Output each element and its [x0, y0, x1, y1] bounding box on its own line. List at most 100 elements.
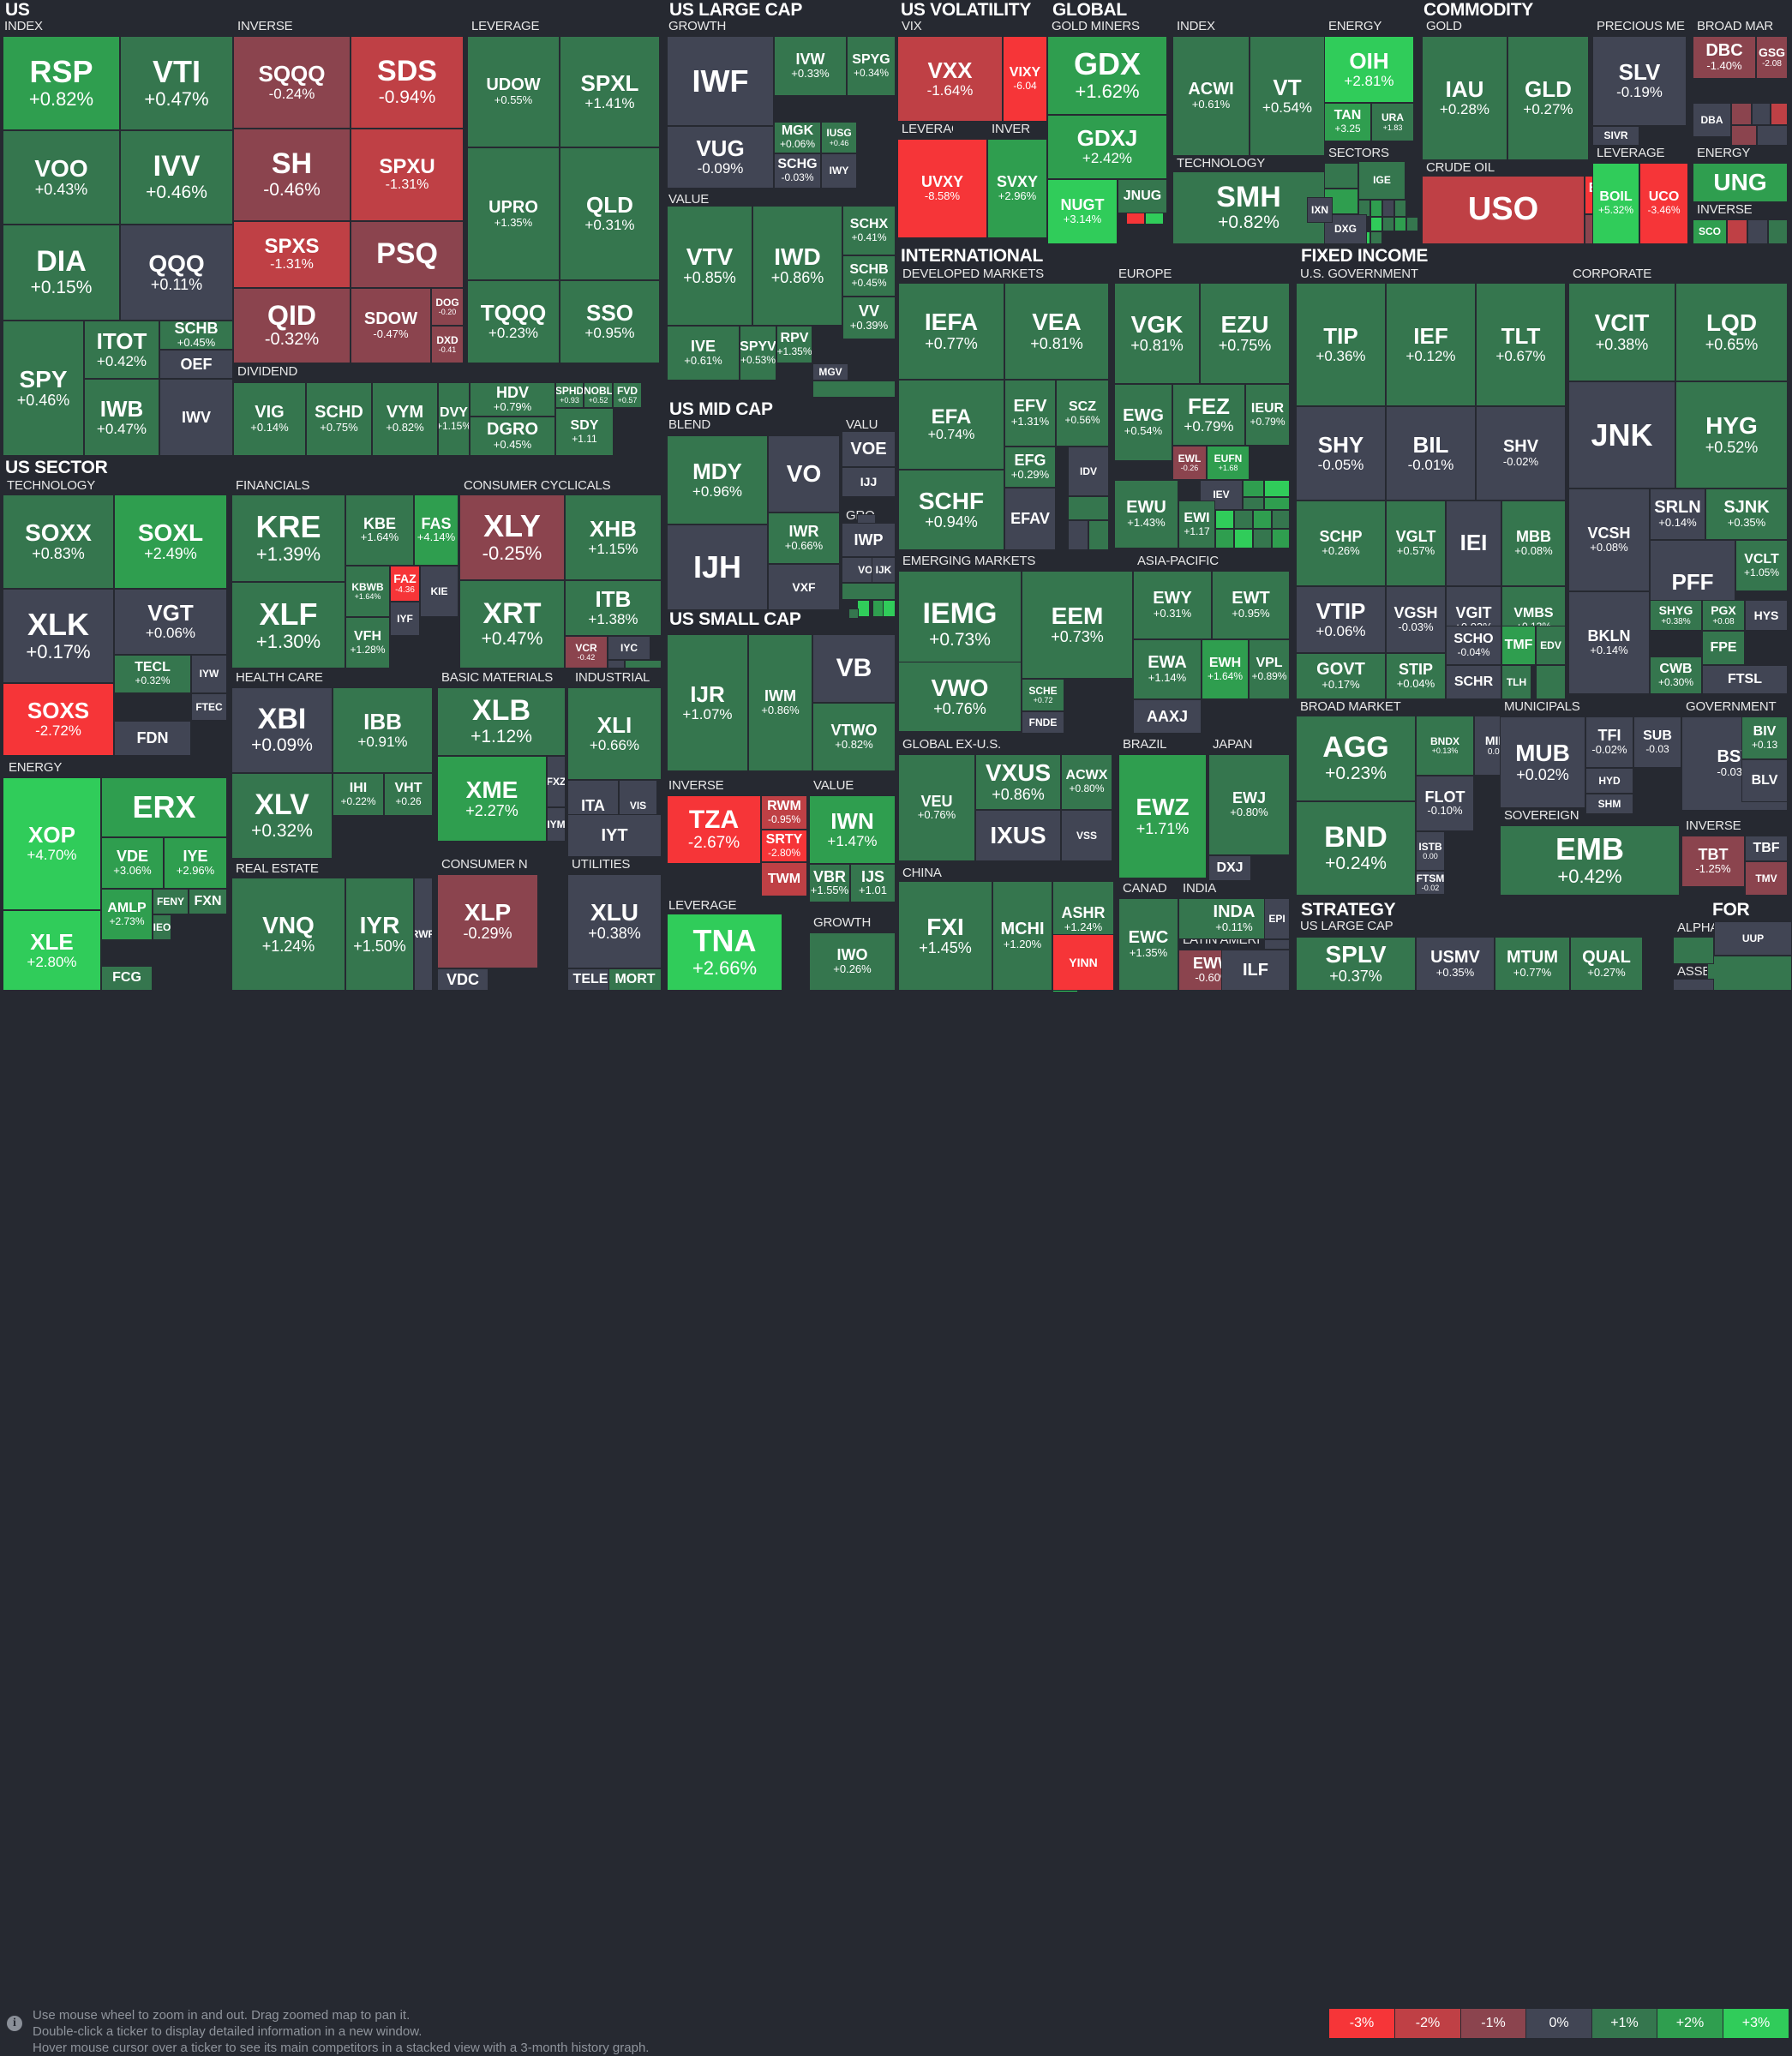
ticker-tile-iwp[interactable]: IWP: [842, 523, 896, 557]
ticker-tile-tmf[interactable]: TMF: [1501, 626, 1536, 665]
ticker-tile-xly[interactable]: XLY -0.25%: [459, 495, 565, 580]
ticker-tile-efg[interactable]: EFG +0.29%: [1004, 447, 1056, 488]
ticker-tile-gsg[interactable]: GSG -2.08: [1756, 36, 1788, 79]
ticker-tile-hyg[interactable]: HYG +0.52%: [1675, 381, 1788, 489]
ticker-tile-iei[interactable]: IEI: [1446, 501, 1501, 586]
ticker-tile-vcsh[interactable]: VCSH +0.08%: [1568, 489, 1650, 591]
ticker-tile-iyc[interactable]: IYC: [608, 636, 650, 660]
ticker-tile-ilf[interactable]: ILF: [1221, 950, 1290, 991]
small-ticker-cell[interactable]: [1234, 510, 1253, 529]
ticker-tile-flot[interactable]: FLOT -0.10%: [1416, 776, 1474, 831]
ticker-tile-dxj[interactable]: DXJ: [1208, 855, 1251, 881]
ticker-tile-cwb[interactable]: CWB +0.30%: [1650, 656, 1702, 694]
ticker-tile-sds[interactable]: SDS -0.94%: [351, 36, 464, 129]
ticker-tile-iwn[interactable]: IWN +1.47%: [809, 795, 896, 864]
ticker-tile-tqqq[interactable]: TQQQ +0.23%: [467, 280, 560, 363]
ticker-tile-schx[interactable]: SCHX +0.41%: [842, 206, 896, 255]
ticker-tile-ftsm[interactable]: FTSM -0.02: [1416, 871, 1445, 895]
ticker-tile-ijj[interactable]: IJJ: [842, 467, 896, 497]
ticker-tile-xli[interactable]: XLI +0.66%: [567, 687, 662, 780]
ticker-tile-uco[interactable]: UCO -3.46%: [1639, 163, 1688, 244]
ticker-tile-gdxj[interactable]: GDXJ +2.42%: [1047, 115, 1167, 179]
ticker-tile-idv[interactable]: IDV: [1068, 447, 1109, 496]
ticker-tile-ige[interactable]: IGE: [1358, 161, 1405, 200]
ticker-tile-ibb[interactable]: IBB +0.91%: [333, 687, 433, 773]
ticker-tile-tfi[interactable]: TFI -0.02%: [1585, 716, 1633, 768]
ticker-tile-voe[interactable]: VOE: [842, 431, 896, 467]
ticker-tile-yinn[interactable]: YINN: [1052, 934, 1114, 991]
small-ticker-cell[interactable]: [1394, 217, 1406, 231]
ticker-tile-eufn[interactable]: EUFN +1.68: [1207, 446, 1250, 480]
ticker-tile-rpv[interactable]: RPV +1.35%: [776, 326, 812, 363]
ticker-tile-gdx[interactable]: GDX +1.62%: [1047, 36, 1167, 115]
ticker-tile-voo[interactable]: VOO +0.43%: [3, 130, 120, 225]
ticker-tile-vtip[interactable]: VTIP +0.06%: [1296, 586, 1386, 653]
ticker-tile-iwr[interactable]: IWR +0.66%: [768, 513, 840, 564]
small-ticker-cell[interactable]: [1253, 510, 1272, 529]
ticker-tile-ixus[interactable]: IXUS: [975, 810, 1061, 861]
ticker-tile-acwi[interactable]: ACWI +0.61%: [1172, 36, 1250, 156]
small-ticker-cell[interactable]: [625, 660, 662, 668]
ticker-tile-sjnk[interactable]: SJNK +0.35%: [1705, 489, 1788, 540]
small-ticker-cell[interactable]: [608, 660, 625, 668]
ticker-tile-vcit[interactable]: VCIT +0.38%: [1568, 283, 1675, 381]
ticker-tile-edv[interactable]: EDV: [1536, 626, 1566, 665]
ticker-tile-hyd[interactable]: HYD: [1585, 768, 1633, 794]
ticker-tile-spxs[interactable]: SPXS -1.31%: [233, 221, 351, 288]
ticker-tile-fnde[interactable]: FNDE: [1022, 711, 1064, 734]
ticker-tile-vo[interactable]: VO: [768, 435, 840, 513]
ticker-tile-veu[interactable]: VEU +0.76%: [898, 754, 975, 861]
ticker-tile-sh[interactable]: SH -0.46%: [233, 129, 351, 221]
ticker-tile-vglt[interactable]: VGLT +0.57%: [1386, 501, 1446, 586]
ticker-tile-ewi[interactable]: EWI +1.17: [1178, 501, 1215, 548]
ticker-tile-tlh[interactable]: TLH: [1501, 665, 1531, 699]
ticker-tile-vxus[interactable]: VXUS +0.86%: [975, 754, 1061, 810]
ticker-tile-ihi[interactable]: IHI +0.22%: [333, 773, 384, 816]
ticker-tile-xlf[interactable]: XLF +1.30%: [231, 582, 345, 668]
ticker-tile-ftec[interactable]: FTEC: [191, 693, 227, 721]
ticker-tile-vt[interactable]: VT +0.54%: [1250, 36, 1325, 156]
ticker-tile-vxf[interactable]: VXF: [768, 564, 840, 610]
small-ticker-cell[interactable]: [812, 381, 896, 398]
ticker-tile-xlp[interactable]: XLP -0.29%: [437, 874, 538, 968]
ticker-tile-sdy[interactable]: SDY +1.11: [555, 408, 614, 456]
ticker-tile-spy[interactable]: SPY +0.46%: [3, 321, 84, 456]
ticker-tile-iyw[interactable]: IYW: [191, 655, 227, 693]
ticker-tile-bil[interactable]: BIL -0.01%: [1386, 406, 1476, 501]
ticker-tile-jnug[interactable]: JNUG: [1118, 179, 1167, 213]
ticker-tile-splv[interactable]: SPLV +0.37%: [1296, 937, 1416, 991]
ticker-tile-schf[interactable]: SCHF +0.94%: [898, 470, 1004, 550]
small-ticker-cell[interactable]: [1234, 529, 1253, 548]
ticker-tile-ieo[interactable]: IEO: [153, 914, 171, 940]
ticker-tile-tlt[interactable]: TLT +0.67%: [1476, 283, 1566, 406]
ticker-tile-iusg[interactable]: IUSG +0.46: [821, 122, 857, 153]
ticker-tile-epi[interactable]: EPI: [1264, 898, 1290, 939]
ticker-tile-schp[interactable]: SCHP +0.26%: [1296, 501, 1386, 586]
ticker-tile-ive[interactable]: IVE +0.61%: [667, 326, 740, 381]
ticker-tile-ewl[interactable]: EWL -0.26: [1172, 446, 1207, 480]
small-ticker-cell[interactable]: [1768, 219, 1788, 244]
ticker-tile-vxx[interactable]: VXX -1.64%: [897, 36, 1003, 122]
ticker-tile-schb[interactable]: SCHB +0.45%: [159, 321, 233, 350]
ticker-tile-acwx[interactable]: ACWX +0.80%: [1061, 754, 1112, 810]
ticker-tile-tip[interactable]: TIP +0.36%: [1296, 283, 1386, 406]
ticker-tile-usmv[interactable]: USMV +0.35%: [1416, 937, 1495, 991]
small-ticker-cell[interactable]: [1068, 520, 1088, 550]
small-ticker-cell[interactable]: [1382, 217, 1394, 231]
ticker-tile-tmv[interactable]: TMV: [1745, 861, 1788, 896]
ticker-tile-biv[interactable]: BIV +0.13: [1741, 716, 1788, 759]
ticker-tile-sso[interactable]: SSO +0.95%: [560, 280, 660, 363]
small-ticker-cell[interactable]: [1727, 219, 1747, 244]
ticker-tile-pgx[interactable]: PGX +0.08: [1702, 600, 1745, 631]
ticker-tile-vti[interactable]: VTI +0.47%: [120, 36, 233, 130]
ticker-tile-vpl[interactable]: VPL +0.89%: [1249, 639, 1290, 699]
small-ticker-cell[interactable]: [1370, 217, 1382, 231]
ticker-tile-uso[interactable]: USO: [1422, 176, 1585, 244]
ticker-tile-vdc[interactable]: VDC: [437, 968, 488, 991]
ticker-tile-rwm[interactable]: RWM -0.95%: [761, 795, 807, 830]
ticker-tile-xhb[interactable]: XHB +1.15%: [565, 495, 662, 580]
ticker-tile-kbe[interactable]: KBE +1.64%: [345, 495, 414, 566]
ticker-tile-vixy[interactable]: VIXY -6.04: [1003, 36, 1047, 122]
ticker-tile-schr[interactable]: SCHR: [1446, 665, 1501, 699]
small-ticker-cell[interactable]: [1771, 103, 1788, 125]
